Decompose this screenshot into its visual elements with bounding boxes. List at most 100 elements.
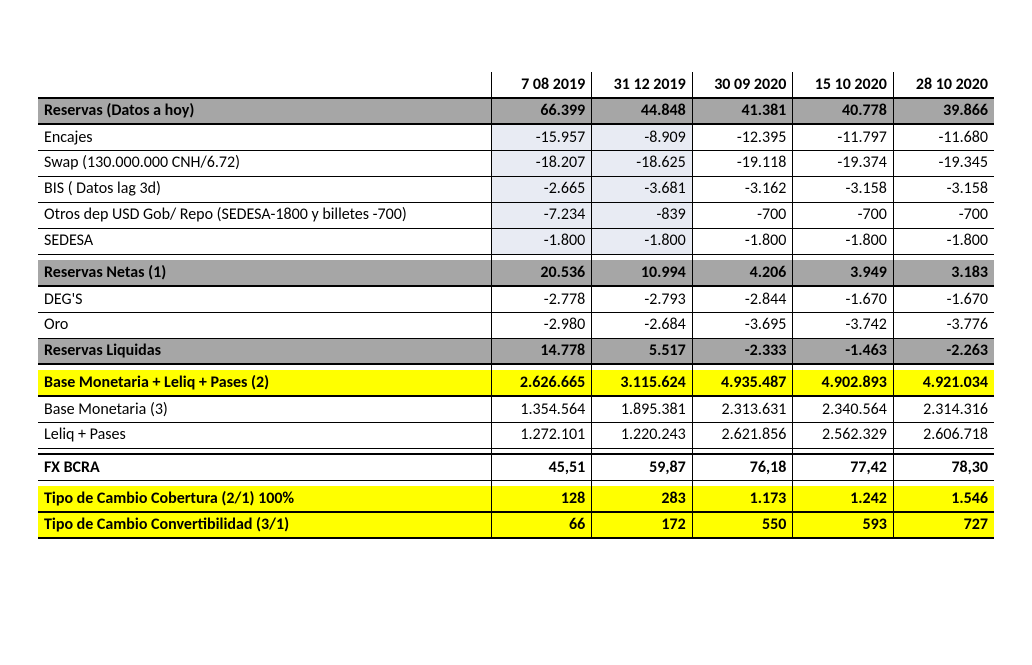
- row-label: Reservas (Datos a hoy): [38, 98, 491, 124]
- cell-value: 2.606.718: [893, 422, 994, 448]
- table-row: Tipo de Cambio Cobertura (2/1) 100%12828…: [38, 486, 994, 512]
- cell-value: 10.994: [592, 260, 693, 286]
- table-row: SEDESA-1.800-1.800-1.800-1.800-1.800: [38, 228, 994, 254]
- cell-value: 14.778: [491, 338, 592, 364]
- table-row: Reservas (Datos a hoy)66.39944.84841.381…: [38, 98, 994, 124]
- table-row: Oro-2.980-2.684-3.695-3.742-3.776: [38, 312, 994, 338]
- cell-value: -1.670: [893, 286, 994, 312]
- table-row: Leliq + Pases1.272.1011.220.2432.621.856…: [38, 422, 994, 448]
- cell-value: -2.263: [893, 338, 994, 364]
- cell-value: -15.957: [491, 124, 592, 150]
- cell-value: -19.374: [793, 150, 894, 176]
- cell-value: 66.399: [491, 98, 592, 124]
- cell-value: -1.670: [793, 286, 894, 312]
- row-label: Base Monetaria (3): [38, 396, 491, 422]
- cell-value: 66: [491, 512, 592, 538]
- row-label: Tipo de Cambio Convertibilidad (3/1): [38, 512, 491, 538]
- table-row: Reservas Liquidas14.7785.517-2.333-1.463…: [38, 338, 994, 364]
- table-row: Tipo de Cambio Convertibilidad (3/1)6617…: [38, 512, 994, 538]
- cell-value: -11.680: [893, 124, 994, 150]
- cell-value: -12.395: [692, 124, 793, 150]
- cell-value: 2.626.665: [491, 370, 592, 396]
- cell-value: 128: [491, 486, 592, 512]
- row-label: Swap (130.000.000 CNH/6.72): [38, 150, 491, 176]
- cell-value: 5.517: [592, 338, 693, 364]
- cell-value: 593: [793, 512, 894, 538]
- cell-value: 1.546: [893, 486, 994, 512]
- cell-value: -1.800: [793, 228, 894, 254]
- row-label: Oro: [38, 312, 491, 338]
- cell-value: 3.949: [793, 260, 894, 286]
- row-label: Base Monetaria + Leliq + Pases (2): [38, 370, 491, 396]
- cell-value: 1.895.381: [592, 396, 693, 422]
- cell-value: 20.536: [491, 260, 592, 286]
- reserves-sheet: 7 08 201931 12 201930 09 202015 10 2020 2…: [0, 0, 1032, 665]
- table-row: Reservas Netas (1)20.53610.9944.2063.949…: [38, 260, 994, 286]
- table-row: Encajes-15.957-8.909-12.395-11.797-11.68…: [38, 124, 994, 150]
- cell-value: -700: [793, 202, 894, 228]
- cell-value: -700: [692, 202, 793, 228]
- cell-value: 77,42: [793, 454, 894, 480]
- cell-value: 30 09 2020: [692, 72, 793, 98]
- cell-value: 41.381: [692, 98, 793, 124]
- cell-value: 78,30: [893, 454, 994, 480]
- cell-value: -3.158: [893, 176, 994, 202]
- row-label: SEDESA: [38, 228, 491, 254]
- cell-value: 40.778: [793, 98, 894, 124]
- cell-value: -18.207: [491, 150, 592, 176]
- cell-value: -3.695: [692, 312, 793, 338]
- cell-value: -2.333: [692, 338, 793, 364]
- table-row: Base Monetaria + Leliq + Pases (2)2.626.…: [38, 370, 994, 396]
- cell-value: -700: [893, 202, 994, 228]
- cell-value: 550: [692, 512, 793, 538]
- cell-value: 2.621.856: [692, 422, 793, 448]
- row-label: Tipo de Cambio Cobertura (2/1) 100%: [38, 486, 491, 512]
- table-row: BIS ( Datos lag 3d)-2.665-3.681-3.162-3.…: [38, 176, 994, 202]
- table-row: Swap (130.000.000 CNH/6.72)-18.207-18.62…: [38, 150, 994, 176]
- cell-value: 15 10 2020: [793, 72, 894, 98]
- cell-value: 59,87: [592, 454, 693, 480]
- cell-value: -3.681: [592, 176, 693, 202]
- cell-value: 172: [592, 512, 693, 538]
- cell-value: -839: [592, 202, 693, 228]
- cell-value: -2.778: [491, 286, 592, 312]
- cell-value: -2.844: [692, 286, 793, 312]
- cell-value: -1.800: [491, 228, 592, 254]
- reserves-table: 7 08 201931 12 201930 09 202015 10 2020 2…: [38, 72, 994, 539]
- row-label: Encajes: [38, 124, 491, 150]
- cell-value: 2.313.631: [692, 396, 793, 422]
- row-label: FX BCRA: [38, 454, 491, 480]
- cell-value: 4.935.487: [692, 370, 793, 396]
- cell-value: -3.776: [893, 312, 994, 338]
- cell-value: -8.909: [592, 124, 693, 150]
- cell-value: -11.797: [793, 124, 894, 150]
- cell-value: 2.340.564: [793, 396, 894, 422]
- row-label: Reservas Netas (1): [38, 260, 491, 286]
- cell-value: 44.848: [592, 98, 693, 124]
- row-label: [38, 72, 491, 98]
- cell-value: -18.625: [592, 150, 693, 176]
- row-label: BIS ( Datos lag 3d): [38, 176, 491, 202]
- cell-value: -7.234: [491, 202, 592, 228]
- cell-value: 3.183: [893, 260, 994, 286]
- cell-value: 2.314.316: [893, 396, 994, 422]
- cell-value: 7 08 2019: [491, 72, 592, 98]
- cell-value: 31 12 2019: [592, 72, 693, 98]
- cell-value: 727: [893, 512, 994, 538]
- row-label: Leliq + Pases: [38, 422, 491, 448]
- cell-value: 1.272.101: [491, 422, 592, 448]
- cell-value: -3.162: [692, 176, 793, 202]
- cell-value: 283: [592, 486, 693, 512]
- cell-value: 4.206: [692, 260, 793, 286]
- row-label: DEG'S: [38, 286, 491, 312]
- table-row: Otros dep USD Gob/ Repo (SEDESA-1800 y b…: [38, 202, 994, 228]
- cell-value: 1.354.564: [491, 396, 592, 422]
- cell-value: 4.902.893: [793, 370, 894, 396]
- table-row: 7 08 201931 12 201930 09 202015 10 20202…: [38, 72, 994, 98]
- table-row: FX BCRA45,5159,8776,1877,4278,30: [38, 454, 994, 480]
- cell-value: -2.793: [592, 286, 693, 312]
- table-row: Base Monetaria (3)1.354.5641.895.3812.31…: [38, 396, 994, 422]
- cell-value: -2.980: [491, 312, 592, 338]
- cell-value: 45,51: [491, 454, 592, 480]
- row-label: Otros dep USD Gob/ Repo (SEDESA-1800 y b…: [38, 202, 491, 228]
